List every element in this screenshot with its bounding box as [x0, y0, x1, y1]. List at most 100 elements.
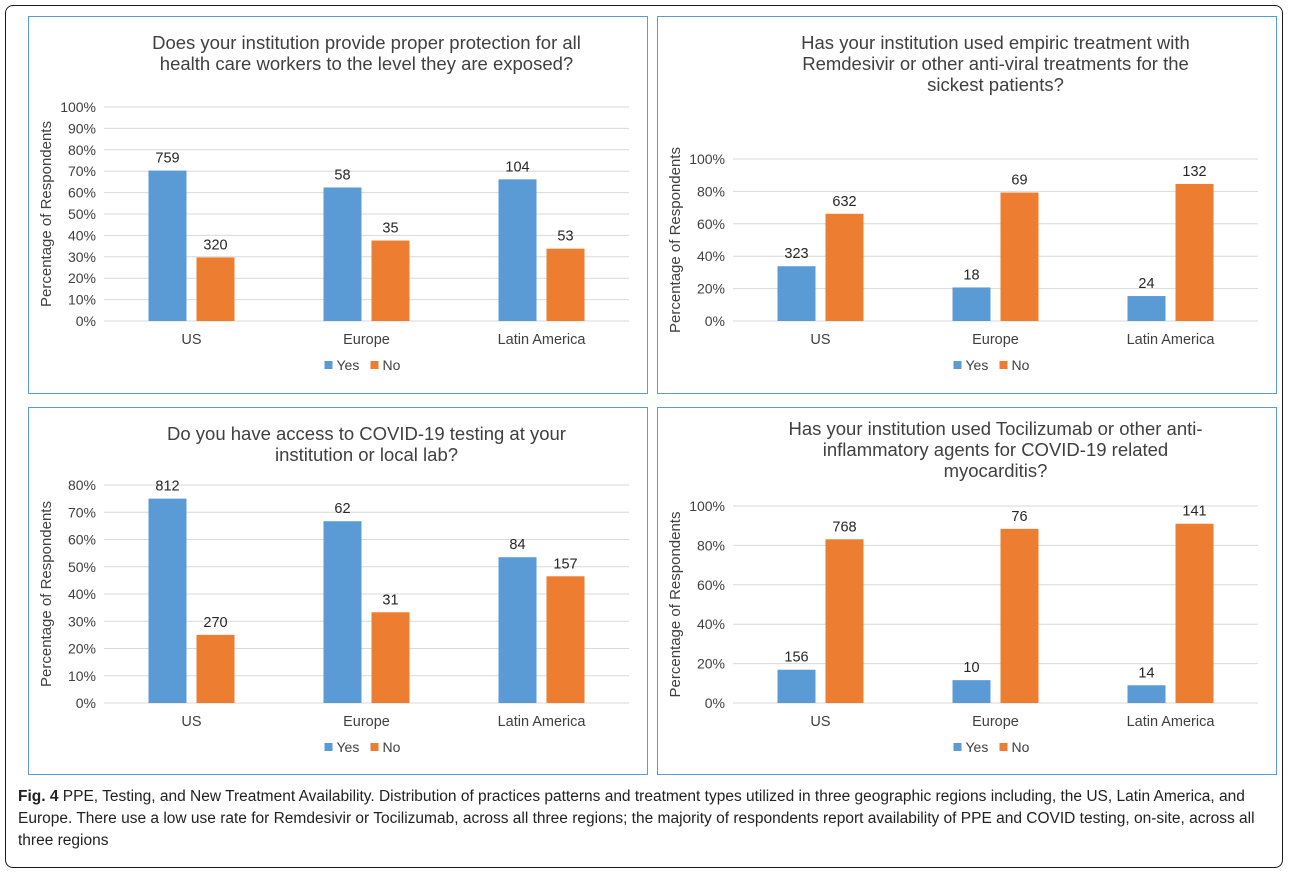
data-label: 141	[1182, 504, 1206, 520]
data-label: 157	[553, 556, 577, 572]
data-label: 320	[203, 237, 227, 253]
legend-label-yes: Yes	[337, 739, 360, 755]
chart-title-line: Does your institution provide proper pro…	[152, 32, 581, 53]
data-label: 76	[1011, 509, 1027, 525]
legend-label-no: No	[383, 357, 401, 373]
chart-ppe: Does your institution provide proper pro…	[38, 32, 629, 373]
data-label: 156	[784, 650, 808, 666]
legend-label-no: No	[1012, 739, 1030, 755]
data-label: 53	[557, 229, 573, 245]
data-label: 62	[334, 501, 350, 517]
legend-label-no: No	[1012, 357, 1030, 373]
bar-yes-us	[148, 170, 187, 321]
bar-no-europe	[1000, 528, 1039, 703]
legend-swatch-yes	[953, 743, 962, 751]
bar-no-latin-america	[1175, 523, 1214, 703]
y-tick-label: 50%	[68, 559, 96, 575]
bar-no-us	[825, 213, 864, 321]
chart-title-line: myocarditis?	[944, 460, 1048, 481]
data-label: 759	[155, 151, 179, 167]
chart-panel-tocilizumab: Has your institution used Tocilizumab or…	[657, 407, 1277, 775]
bar-yes-us	[777, 669, 816, 703]
data-label: 69	[1011, 173, 1027, 189]
x-tick-label: US	[810, 714, 830, 730]
chart-testing: Do you have access to COVID-19 testing a…	[38, 423, 629, 755]
legend-swatch-no	[999, 743, 1008, 751]
bar-yes-latin-america	[498, 557, 537, 703]
y-tick-label: 20%	[68, 641, 96, 657]
y-tick-label: 40%	[697, 616, 725, 632]
chart-title-line: Remdesivir or other anti-viral treatment…	[802, 53, 1189, 74]
x-tick-label: Europe	[972, 714, 1019, 730]
data-label: 270	[203, 615, 227, 631]
data-label: 58	[334, 167, 350, 183]
x-tick-label: Latin America	[1127, 332, 1216, 348]
bar-yes-latin-america	[1127, 685, 1166, 703]
x-tick-label: US	[181, 332, 201, 348]
y-tick-label: 60%	[697, 577, 725, 593]
legend-label-yes: Yes	[966, 739, 989, 755]
x-tick-label: Europe	[343, 332, 390, 348]
bar-yes-europe	[952, 680, 991, 703]
bar-no-europe	[371, 612, 410, 703]
data-label: 35	[382, 221, 398, 237]
y-tick-label: 0%	[76, 313, 96, 329]
y-tick-label: 0%	[705, 313, 725, 329]
data-label: 24	[1138, 276, 1154, 292]
bar-no-us	[825, 539, 864, 703]
y-axis-label: Percentage of Respondents	[38, 121, 55, 307]
data-label: 132	[1182, 164, 1206, 180]
bar-no-latin-america	[1175, 183, 1214, 321]
legend-label-yes: Yes	[337, 357, 360, 373]
legend-swatch-yes	[953, 361, 962, 369]
bar-no-europe	[371, 240, 410, 321]
y-tick-label: 40%	[697, 248, 725, 264]
x-tick-label: Latin America	[1127, 714, 1216, 730]
x-tick-label: US	[181, 714, 201, 730]
y-tick-label: 80%	[697, 537, 725, 553]
legend-swatch-no	[370, 743, 379, 751]
figure-caption: Fig. 4 PPE, Testing, and New Treatment A…	[18, 786, 1268, 852]
bar-no-latin-america	[546, 576, 585, 703]
chart-title-line: Do you have access to COVID-19 testing a…	[167, 423, 566, 444]
data-label: 31	[382, 592, 398, 608]
chart-title-line: Has your institution used empiric treatm…	[801, 32, 1190, 53]
bar-yes-latin-america	[1127, 296, 1166, 321]
legend-swatch-no	[370, 361, 379, 369]
chart-tocilizumab: Has your institution used Tocilizumab or…	[667, 418, 1258, 755]
y-tick-label: 10%	[68, 292, 96, 308]
y-tick-label: 60%	[68, 185, 96, 201]
y-tick-label: 10%	[68, 668, 96, 684]
chart-panel-ppe: Does your institution provide proper pro…	[28, 16, 648, 394]
y-tick-label: 0%	[76, 695, 96, 711]
y-axis-label: Percentage of Respondents	[667, 512, 684, 698]
caption-text: PPE, Testing, and New Treatment Availabi…	[18, 788, 1255, 849]
data-label: 18	[963, 267, 979, 283]
chart-title-line: institution or local lab?	[275, 444, 458, 465]
x-tick-label: Europe	[343, 714, 390, 730]
chart-panel-remdesivir: Has your institution used empiric treatm…	[657, 16, 1277, 394]
y-tick-label: 100%	[689, 151, 725, 167]
data-label: 323	[784, 246, 808, 262]
bar-no-us	[196, 634, 235, 703]
bar-yes-europe	[323, 187, 362, 321]
bar-yes-us	[777, 266, 816, 321]
chart-title-line: inflammatory agents for COVID-19 related	[823, 439, 1168, 460]
y-tick-label: 70%	[68, 504, 96, 520]
bar-yes-latin-america	[498, 179, 537, 321]
y-tick-label: 80%	[68, 477, 96, 493]
y-tick-label: 20%	[697, 656, 725, 672]
y-tick-label: 40%	[68, 586, 96, 602]
bar-yes-europe	[952, 287, 991, 321]
caption-label: Fig. 4	[18, 788, 59, 805]
y-tick-label: 30%	[68, 613, 96, 629]
y-tick-label: 0%	[705, 695, 725, 711]
y-tick-label: 60%	[68, 532, 96, 548]
y-tick-label: 60%	[697, 216, 725, 232]
data-label: 768	[832, 519, 856, 535]
y-axis-label: Percentage of Respondents	[667, 147, 684, 333]
data-label: 10	[963, 660, 979, 676]
y-tick-label: 40%	[68, 227, 96, 243]
y-tick-label: 80%	[697, 183, 725, 199]
data-label: 14	[1138, 665, 1154, 681]
